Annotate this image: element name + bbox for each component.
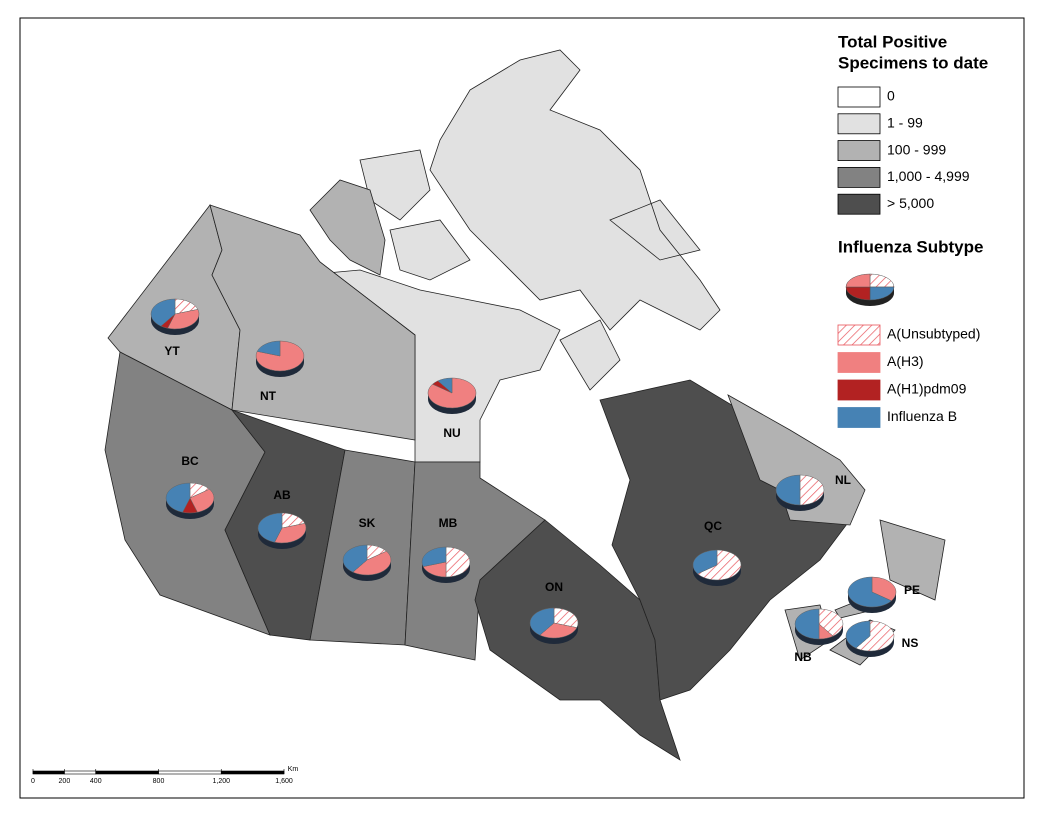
- arctic-grey-island: [309, 179, 386, 276]
- class-label: 0: [887, 88, 895, 104]
- legend-title: Specimens to date: [838, 53, 988, 72]
- pie: NU: [427, 377, 477, 440]
- scale-label: 1,600: [275, 778, 293, 785]
- class-swatch: [837, 140, 881, 162]
- subtype-label: A(H1)pdm09: [887, 381, 967, 397]
- province-label: MB: [439, 516, 458, 530]
- subtype-swatch: [837, 379, 881, 401]
- province-label: NS: [902, 636, 919, 650]
- pie-slice: [352, 550, 392, 576]
- province-label: YT: [164, 344, 180, 358]
- pie-slice: [421, 546, 447, 567]
- province-label: NU: [443, 426, 460, 440]
- pie: ON: [529, 580, 579, 644]
- subtype-label: Influenza B: [887, 408, 957, 424]
- pie-slice: [342, 544, 368, 573]
- class-label: 100 - 999: [887, 141, 946, 157]
- pie-slice: [257, 512, 283, 543]
- scale-label: 1,200: [212, 778, 230, 785]
- pie: PE: [847, 576, 920, 613]
- pie-slice: [165, 482, 191, 513]
- scale-segment: [64, 770, 97, 775]
- pie-slice: [553, 607, 579, 628]
- pie-slice: [799, 474, 825, 506]
- pie: QC: [692, 519, 742, 586]
- subtype-label: A(H3): [887, 353, 924, 369]
- pie-slice: [794, 608, 820, 640]
- class-swatch: [837, 193, 881, 215]
- subtype-swatch: [837, 407, 881, 428]
- pie: BC: [165, 454, 215, 519]
- pie: MB: [421, 516, 471, 583]
- pie-slice: [445, 546, 471, 578]
- province-label: PE: [904, 583, 920, 597]
- scale-bar: 0 200 400 800 1,200 1,600 Km: [31, 766, 298, 785]
- pie: SK: [342, 516, 392, 581]
- subtype-label: A(Unsubtyped): [887, 326, 980, 342]
- pie-slice: [255, 340, 305, 372]
- pie-slice: [189, 488, 215, 513]
- scale-label: 0: [31, 778, 35, 785]
- province-label: NL: [835, 473, 851, 487]
- pie-slice: [167, 309, 200, 330]
- legend: Total Positive Specimens to date Influen…: [837, 32, 988, 428]
- pie-slice: [847, 576, 892, 608]
- pies: YT NT NU BC AB SK MB ON QC NL PE NB NS: [150, 298, 920, 664]
- subtype-title: Influenza Subtype: [838, 237, 983, 256]
- pie-slice: [775, 474, 801, 506]
- province-label: AB: [273, 488, 291, 502]
- subtype-swatch: [837, 324, 881, 346]
- scale-label: 200: [59, 778, 71, 785]
- class-label: > 5,000: [887, 195, 934, 211]
- province-label: ON: [545, 580, 563, 594]
- pie: NS: [845, 620, 919, 657]
- class-label: 1 - 99: [887, 115, 923, 131]
- scale-segment: [220, 770, 285, 775]
- province-label: QC: [704, 519, 722, 533]
- pie: AB: [257, 488, 307, 549]
- class-swatch: [837, 166, 881, 188]
- province-label: NB: [794, 650, 812, 664]
- legend-title: Total Positive: [838, 32, 947, 51]
- pie-slice: [539, 622, 578, 639]
- pie-slice: [274, 523, 307, 544]
- scale-label: 400: [90, 778, 102, 785]
- pie-slice: [855, 620, 895, 652]
- scale-segment: [158, 770, 222, 775]
- pie: NB: [794, 608, 844, 664]
- nt: [209, 204, 416, 441]
- pie-slice: [437, 377, 453, 394]
- class-swatch: [837, 86, 881, 108]
- pie-slice: [697, 549, 742, 581]
- pie: NL: [775, 473, 851, 511]
- pie: NT: [255, 340, 305, 403]
- pie-slice: [150, 298, 176, 327]
- subtype-swatch: [837, 352, 881, 373]
- scale-label: 800: [153, 778, 165, 785]
- class-swatch: [837, 113, 881, 135]
- nu-islands: [359, 49, 721, 391]
- province-label: SK: [359, 516, 376, 530]
- sample-pie: [845, 273, 895, 306]
- pie-slice: [845, 620, 871, 649]
- scale-unit: Km: [288, 766, 299, 773]
- nl: [727, 394, 946, 601]
- pie-slice: [529, 607, 555, 636]
- class-label: 1,000 - 4,999: [887, 168, 970, 184]
- pie-slice: [871, 576, 897, 602]
- scale-segment: [95, 770, 159, 775]
- pie-slice: [818, 608, 844, 637]
- pie-slice: [256, 340, 281, 357]
- province-label: BC: [181, 454, 199, 468]
- pie-slice: [692, 549, 718, 575]
- province-label: NT: [260, 389, 277, 403]
- scale-segment: [32, 770, 65, 775]
- pie: YT: [150, 298, 200, 358]
